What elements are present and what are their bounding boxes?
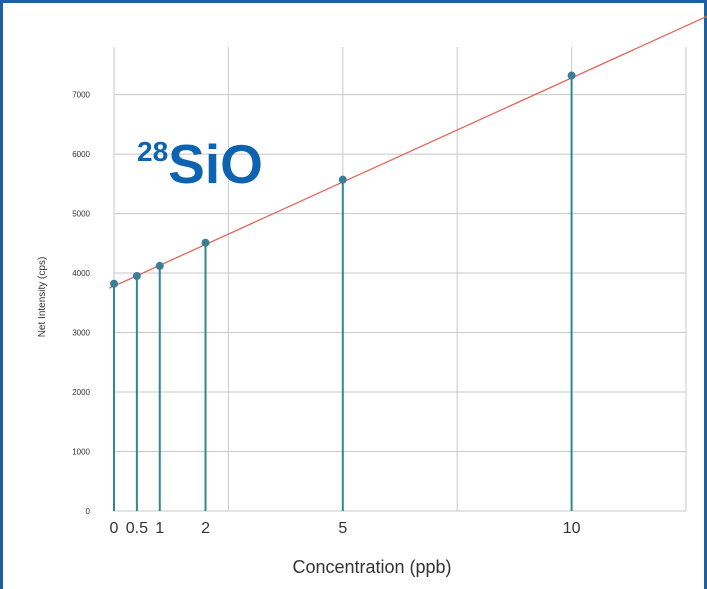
y-tick-label: 0 (86, 507, 91, 516)
y-tick-label: 2000 (72, 388, 90, 397)
data-point (201, 238, 210, 247)
y-tick-label: 1000 (72, 448, 90, 457)
x-tick-label: 0 (110, 520, 119, 537)
data-point (155, 261, 164, 270)
y-tick-label: 5000 (72, 210, 90, 219)
y-tick-label: 6000 (72, 150, 90, 159)
y-tick-labels: 0 1000 2000 3000 4000 5000 6000 7000 (72, 91, 90, 516)
x-tick-label: 1 (155, 520, 164, 537)
stems (113, 75, 573, 511)
y-axis-label: Net Intensity (cps) (37, 257, 48, 338)
data-points (110, 71, 576, 288)
x-axis-label: Concentration (ppb) (292, 557, 451, 577)
data-point (338, 175, 347, 184)
grid (113, 47, 687, 512)
y-tick-label: 4000 (72, 269, 90, 278)
data-point (567, 71, 576, 80)
x-tick-label: 5 (338, 520, 347, 537)
species-mass-number: 28 (137, 136, 168, 167)
x-tick-labels: 0 0.5 1 2 5 10 (110, 520, 581, 537)
y-tick-label: 3000 (72, 329, 90, 338)
x-tick-label: 2 (201, 520, 210, 537)
x-tick-label: 10 (563, 520, 581, 537)
data-point (110, 279, 118, 288)
data-point (132, 272, 141, 281)
species-formula: SiO (168, 133, 263, 195)
species-label: 28SiO (137, 133, 263, 195)
x-tick-label: 0.5 (126, 520, 148, 537)
y-tick-label: 7000 (72, 91, 90, 100)
